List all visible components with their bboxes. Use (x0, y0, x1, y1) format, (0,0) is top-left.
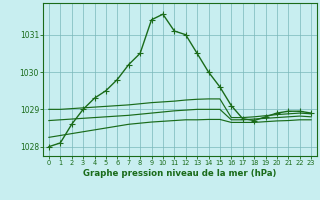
X-axis label: Graphe pression niveau de la mer (hPa): Graphe pression niveau de la mer (hPa) (83, 169, 277, 178)
